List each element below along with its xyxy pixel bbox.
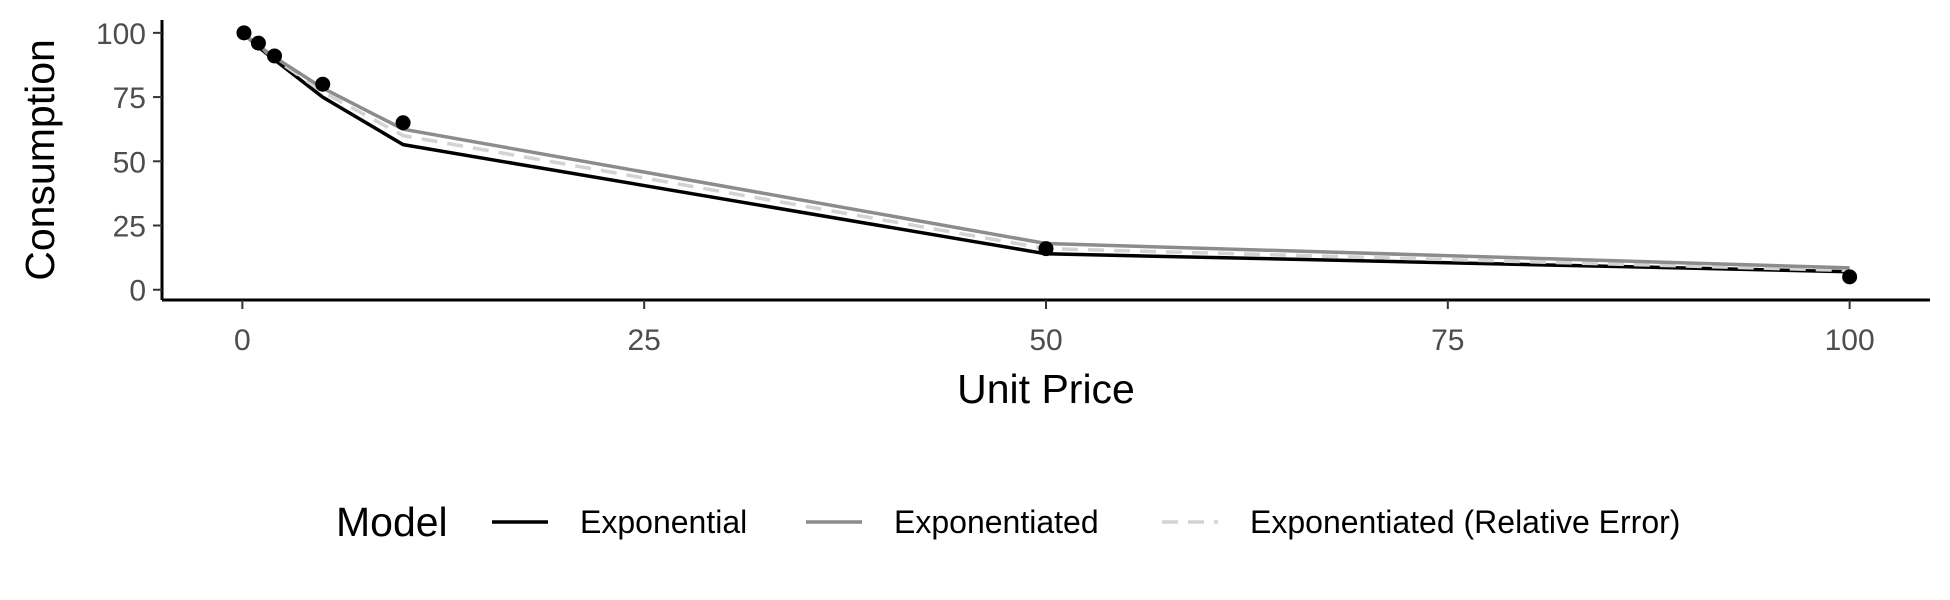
points-layer	[236, 25, 1858, 285]
data-point	[250, 35, 266, 51]
axes-layer	[160, 20, 1930, 302]
legend-label-0: Exponential	[580, 504, 747, 540]
y-tick-label: 0	[129, 275, 146, 308]
series-line-0	[242, 32, 1850, 274]
x-tick-label: 0	[234, 324, 251, 357]
x-tick-label: 100	[1825, 324, 1875, 357]
y-axis-title: Consumption	[17, 39, 63, 281]
data-point	[236, 25, 252, 41]
legend-items: Exponential Exponentiated Exponentiated (R…	[492, 504, 1680, 540]
data-point	[1842, 269, 1858, 285]
data-point	[1038, 241, 1054, 257]
ticks-layer: 0 25 50 75 100 0 25 50 75 100	[96, 18, 1875, 357]
y-tick-label: 75	[113, 82, 146, 115]
legend: Model Exponential Exponentiated Exponentia…	[336, 499, 1680, 545]
y-tick-label: 100	[96, 18, 146, 51]
legend-title: Model	[336, 499, 448, 545]
data-point	[267, 48, 283, 64]
series-line-2	[242, 32, 1850, 273]
legend-label-1: Exponentiated	[894, 504, 1099, 540]
y-tick-label: 50	[113, 146, 146, 179]
x-tick-label: 25	[627, 324, 660, 357]
series-layer	[242, 32, 1850, 274]
x-axis-title: Unit Price	[957, 366, 1135, 412]
data-point	[315, 76, 331, 92]
legend-label-2: Exponentiated (Relative Error)	[1250, 504, 1680, 540]
x-tick-label: 75	[1431, 324, 1464, 357]
x-tick-label: 50	[1029, 324, 1062, 357]
y-tick-label: 25	[113, 211, 146, 244]
data-point	[395, 115, 411, 131]
